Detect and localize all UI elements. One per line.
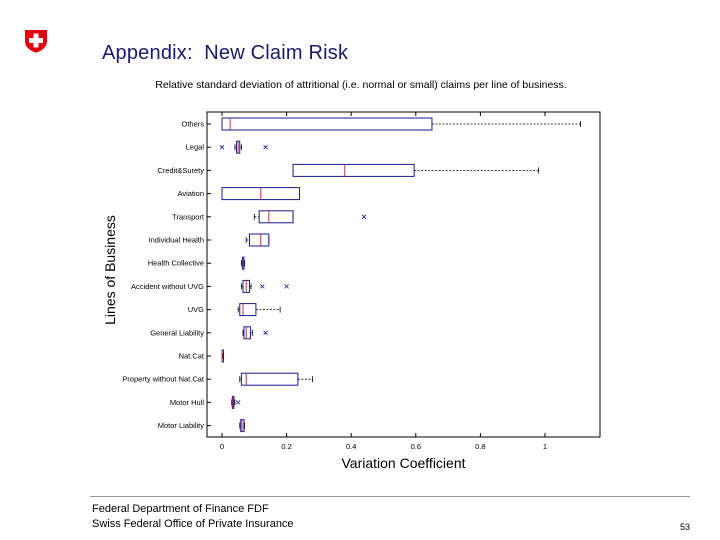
footer-divider <box>90 496 690 497</box>
y-tick-label: Health Collective <box>148 259 204 268</box>
x-axis-label: Variation Coefficient <box>342 455 466 471</box>
y-tick-label: Credit&Surety <box>157 166 204 175</box>
y-tick-label: Motor Liability <box>158 421 205 430</box>
outlier-marker <box>263 144 268 150</box>
x-tick-label: 0.2 <box>281 442 291 451</box>
box <box>240 372 299 386</box>
box <box>248 233 270 247</box>
x-tick-label: 0.4 <box>346 442 356 451</box>
y-tick-label: Individual Health <box>149 236 204 245</box>
y-tick-label: Property without Nat.Cat <box>122 375 205 384</box>
box <box>239 303 257 317</box>
boxplot-chart: 0 0.2 0.4 0.6 0.8 1 Variation Coefficient Lines… <box>102 111 601 471</box>
outlier-marker <box>284 284 289 289</box>
y-tick-label: Aviation <box>177 189 204 198</box>
swiss-cross-logo <box>25 30 47 53</box>
y-tick-label: Motor Hull <box>170 398 205 407</box>
y-tick-label: Accident without UVG <box>131 282 204 291</box>
x-tick-label: 0.8 <box>475 442 485 451</box>
y-axis-label: Lines of Business <box>102 215 118 325</box>
outlier-marker <box>235 400 241 405</box>
x-tick-label: 0 <box>220 442 224 451</box>
outlier-marker <box>219 144 225 150</box>
outlier-marker <box>361 214 367 220</box>
box <box>292 163 415 177</box>
y-tick-label: Others <box>181 120 204 129</box>
y-tick-label: Transport <box>172 212 205 221</box>
box <box>258 210 294 224</box>
cross-horizontal <box>29 38 43 43</box>
footer-office: Swiss Federal Office of Private Insuranc… <box>92 518 294 530</box>
y-tick-label: UVG <box>188 305 204 314</box>
x-tick-label: 1 <box>543 442 547 451</box>
box <box>243 326 251 340</box>
y-tick-label: General Liability <box>150 328 204 337</box>
page-title: Appendix: New Claim Risk <box>102 42 349 64</box>
page-number: 53 <box>680 522 691 532</box>
y-tick-label: Nat.Cat <box>179 352 205 361</box>
outlier-marker <box>260 284 265 289</box>
x-tick-label: 0.6 <box>411 442 421 451</box>
box <box>221 117 433 131</box>
outlier-marker <box>263 330 268 336</box>
y-tick-label: Legal <box>186 143 205 152</box>
plot-frame <box>206 111 601 438</box>
footer-department: Federal Department of Finance FDF <box>92 503 269 515</box>
chart-title: Relative standard deviation of attrition… <box>155 79 567 91</box>
